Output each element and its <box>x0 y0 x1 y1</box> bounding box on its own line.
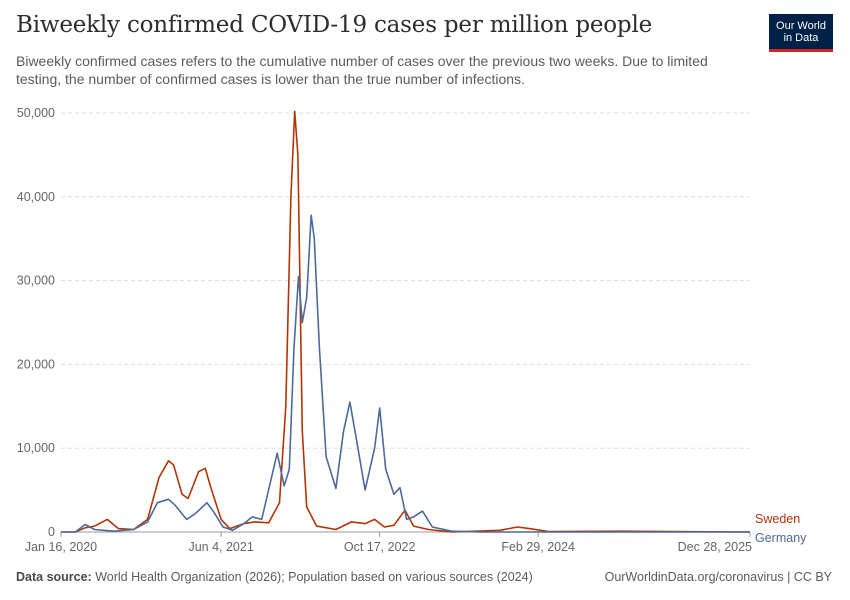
x-tick-label: Oct 17, 2022 <box>344 540 416 554</box>
x-tick-label: Feb 29, 2024 <box>501 540 575 554</box>
y-tick-label: 40,000 <box>17 190 55 204</box>
y-tick-label: 20,000 <box>17 357 55 371</box>
legend-label-germany: Germany <box>755 531 807 545</box>
data-source: Data source: World Health Organization (… <box>16 570 533 584</box>
logo-line-1: Our World <box>776 19 826 32</box>
series-line-germany <box>61 214 750 533</box>
data-source-text: World Health Organization (2026); Popula… <box>95 570 533 584</box>
chart-title: Biweekly confirmed COVID-19 cases per mi… <box>16 12 653 38</box>
y-tick-label: 10,000 <box>17 441 55 455</box>
x-tick-label: Jun 4, 2021 <box>188 540 253 554</box>
logo-line-2: in Data <box>783 31 819 44</box>
legend-label-sweden: Sweden <box>755 512 800 526</box>
series-line-sweden <box>61 110 751 533</box>
y-tick-label: 30,000 <box>17 274 55 288</box>
x-tick-label: Dec 28, 2025 <box>678 540 752 554</box>
owid-logo[interactable]: Our World in Data <box>769 14 833 52</box>
y-tick-label: 50,000 <box>17 106 55 120</box>
line-chart: 0 10,000 20,000 30,000 40,000 50,000 Jan 16, 2… <box>17 106 807 554</box>
source-link[interactable]: OurWorldinData.org/coronavirus | CC BY <box>604 570 832 584</box>
x-tick-label: Jan 16, 2020 <box>25 540 97 554</box>
data-source-label: Data source: <box>16 570 92 584</box>
y-tick-label: 0 <box>48 525 55 539</box>
chart-subtitle: Biweekly confirmed cases refers to the c… <box>16 53 708 87</box>
